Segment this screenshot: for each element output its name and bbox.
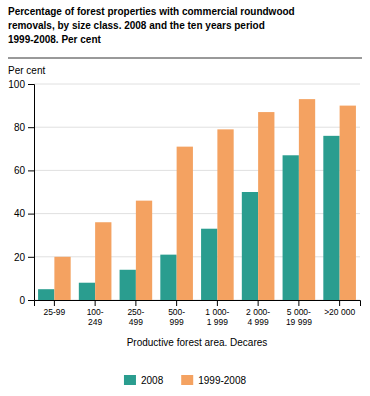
x-tick-label-line: >20 000 — [324, 307, 355, 317]
x-tick-label-line: 4 999 — [247, 317, 269, 327]
bar — [299, 99, 315, 300]
bar — [38, 289, 54, 300]
y-tick-mark — [28, 214, 34, 215]
y-axis: 0 20 40 60 80 100 — [8, 79, 34, 306]
y-tick-label: 100 — [8, 79, 25, 90]
bar — [54, 257, 70, 300]
x-axis: 25-99 100-249 250-499 500-999 1 000-1 999 2 0… — [35, 300, 361, 327]
x-tick-label: 2 000-4 999 — [246, 307, 270, 327]
x-tick-label: 25-99 — [44, 307, 66, 317]
y-tick: 40 — [14, 208, 34, 219]
x-axis-title: Productive forest area. Decares — [127, 337, 268, 348]
x-tick: 100-249 — [87, 300, 104, 327]
y-tick: 80 — [14, 122, 34, 133]
x-tick-label-line: 500- — [168, 307, 185, 317]
x-tick-mark — [176, 300, 177, 306]
title-line: 1999-2008. Per cent — [8, 34, 102, 45]
x-tick: 25-99 — [44, 300, 66, 317]
x-tick-label-line: 100- — [87, 307, 104, 317]
series — [38, 136, 340, 300]
plot: 0 20 40 60 80 100 25-99 100-249 250-499 500-999 1 … — [8, 79, 360, 327]
y-tick: 20 — [14, 252, 34, 263]
x-tick: 5 000-19 999 — [286, 300, 312, 327]
x-tick-label: 1 000-1 999 — [205, 307, 229, 327]
y-tick-mark — [28, 127, 34, 128]
bar — [217, 129, 233, 300]
x-tick-label-line: 1 999 — [207, 317, 229, 327]
x-tick-label: 100-249 — [87, 307, 104, 327]
legend-label: 1999-2008 — [198, 375, 246, 386]
legend-swatch — [181, 375, 193, 385]
x-tick-mark — [217, 300, 218, 306]
title-line: removals, by size class. 2008 and the te… — [8, 20, 265, 31]
bar — [283, 155, 299, 300]
x-tick-label-line: 999 — [170, 317, 184, 327]
bar — [177, 147, 193, 300]
y-tick-mark — [28, 257, 34, 258]
bar — [323, 136, 339, 300]
x-axis-line — [35, 301, 361, 307]
grid-line — [34, 84, 360, 85]
y-tick-label: 0 — [19, 295, 25, 306]
x-tick-label-line: 5 000- — [287, 307, 311, 317]
title: Percentage of forest properties with com… — [8, 6, 295, 45]
y-tick-label: 80 — [14, 122, 26, 133]
legend-item: 2008 — [124, 375, 164, 386]
bar — [201, 229, 217, 300]
y-tick: 100 — [8, 79, 34, 90]
y-tick: 0 — [19, 295, 34, 306]
x-tick-label-line: 499 — [129, 317, 143, 327]
bars — [38, 99, 356, 300]
x-tick: >20 000 — [324, 300, 355, 317]
bar — [79, 283, 95, 300]
y-tick-label: 20 — [14, 252, 26, 263]
x-tick-label-line: 25-99 — [44, 307, 66, 317]
y-tick: 60 — [14, 165, 34, 176]
x-tick-label: 500-999 — [168, 307, 185, 327]
bar — [340, 106, 356, 300]
y-tick-mark — [28, 170, 34, 171]
x-tick-label: 250-499 — [127, 307, 144, 327]
legend: 2008 1999-2008 — [124, 375, 247, 386]
x-tick-label-line: 249 — [88, 317, 102, 327]
series — [54, 99, 356, 300]
title-line: Percentage of forest properties with com… — [8, 6, 295, 17]
bar — [120, 270, 136, 300]
legend-label: 2008 — [141, 375, 164, 386]
y-tick-label: 40 — [14, 208, 26, 219]
x-tick-mark — [95, 300, 96, 306]
separator — [8, 58, 362, 59]
x-tick: 500-999 — [168, 300, 185, 327]
x-tick-mark — [54, 300, 55, 306]
x-tick-mark — [298, 300, 299, 306]
x-tick-label-line: 250- — [127, 307, 144, 317]
x-tick: 2 000-4 999 — [246, 300, 270, 327]
x-tick-mark — [258, 300, 259, 306]
grid — [34, 84, 360, 300]
y-axis-line — [28, 85, 35, 301]
y-tick-label: 60 — [14, 165, 26, 176]
x-tick-label: 5 000-19 999 — [286, 307, 312, 327]
y-axis-title: Per cent — [8, 65, 45, 76]
bar — [160, 255, 176, 300]
legend-swatch — [124, 375, 136, 385]
legend-item: 1999-2008 — [181, 375, 246, 386]
bar — [242, 192, 258, 300]
x-tick-mark — [135, 300, 136, 306]
chart: Percentage of forest properties with com… — [0, 0, 370, 396]
x-tick-mark — [339, 300, 340, 306]
x-tick-label: >20 000 — [324, 307, 355, 317]
bar — [258, 112, 274, 300]
x-tick-label-line: 1 000- — [205, 307, 229, 317]
bar — [136, 201, 152, 300]
bar — [95, 222, 111, 300]
x-tick-label-line: 19 999 — [286, 317, 312, 327]
y-tick-mark — [28, 300, 34, 301]
x-tick: 1 000-1 999 — [205, 300, 229, 327]
x-tick: 250-499 — [127, 300, 144, 327]
x-tick-label-line: 2 000- — [246, 307, 270, 317]
y-tick-mark — [28, 84, 34, 85]
